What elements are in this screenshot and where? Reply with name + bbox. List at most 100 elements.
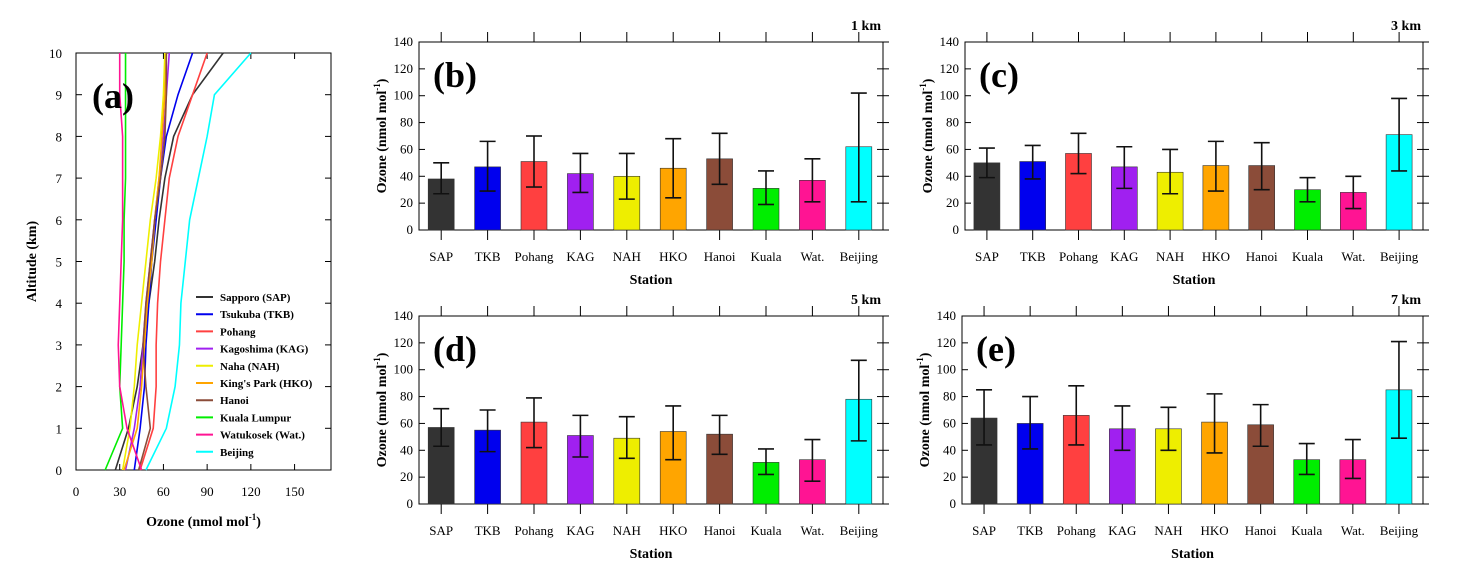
y-axis-label-main: Ozone (nmol mol	[918, 365, 933, 468]
y-axis-label: Ozone (nmol mol-1)	[372, 78, 390, 193]
x-tick-label: 60	[157, 484, 170, 499]
y-tick-label: 0	[407, 222, 414, 237]
x-tick-label: KAG	[1108, 523, 1136, 538]
plot-frame	[961, 315, 1424, 505]
x-tick-label: Wat.	[1341, 249, 1365, 264]
legend-label: Naha (NAH)	[220, 361, 280, 373]
y-tick-label: 20	[400, 469, 413, 484]
y-axis-label-sup: -1	[915, 357, 925, 365]
x-axis-label: Station	[1173, 273, 1216, 288]
x-tick-label: NAH	[1156, 249, 1184, 264]
legend-label: Pohang	[220, 326, 256, 338]
y-tick-label: 9	[56, 88, 63, 103]
y-axis-label: Ozone (nmol mol-1)	[918, 78, 936, 193]
x-tick-label: HKO	[659, 523, 687, 538]
x-tick-label: Hanoi	[704, 249, 736, 264]
y-tick-label: 60	[400, 415, 413, 430]
x-tick-label: 0	[73, 484, 80, 499]
panel-b: 0 20 40 60 80 100 120 140 SAP TKB Pohang KAG NAH HKO H…	[372, 19, 889, 288]
y-axis-label-sup: -1	[372, 357, 382, 365]
profile-line-0	[114, 52, 224, 471]
x-tick-label: Pohang	[1057, 523, 1097, 538]
y-tick-label: 140	[394, 308, 414, 323]
x-tick-label: Beijing	[1380, 523, 1419, 538]
x-tick-label: Wat.	[800, 523, 824, 538]
panel-title: 1 km	[851, 19, 881, 34]
y-tick-label: 7	[56, 171, 63, 186]
panel-title: 3 km	[1391, 19, 1421, 34]
x-tick-label: KAG	[566, 523, 594, 538]
y-tick-label: 1	[56, 421, 63, 436]
y-tick-label: 0	[950, 496, 957, 511]
x-tick-label: HKO	[1200, 523, 1228, 538]
x-tick-label: 150	[285, 484, 305, 499]
y-tick-label: 140	[940, 34, 960, 49]
bar-Pohang	[520, 421, 548, 505]
y-axis-label: Altitude (km)	[25, 221, 40, 303]
panel-label: (d)	[433, 329, 477, 369]
profile-line-7	[104, 53, 127, 471]
panel-title: 7 km	[1391, 293, 1421, 308]
panel-title: 5 km	[851, 293, 881, 308]
x-axis-label: Station	[630, 273, 673, 288]
plot-frame	[964, 41, 1424, 231]
x-tick-label: Beijing	[1380, 249, 1419, 264]
x-tick-label: Pohang	[515, 523, 555, 538]
x-tick-label: Hanoi	[704, 523, 736, 538]
panel-d: 0 20 40 60 80 100 120 140 SAP TKB Pohang KAG NAH HKO H…	[372, 293, 889, 562]
y-tick-label: 4	[56, 296, 63, 311]
x-tick-label: Kuala	[750, 249, 781, 264]
y-tick-label: 80	[946, 115, 959, 130]
y-tick-label: 100	[940, 88, 960, 103]
y-tick-label: 80	[400, 115, 413, 130]
x-axis-label-sup: -1	[249, 512, 257, 522]
y-tick-label: 0	[56, 463, 63, 478]
x-tick-label: SAP	[429, 523, 453, 538]
x-axis-label: Station	[1171, 547, 1214, 562]
x-tick-label: TKB	[475, 249, 501, 264]
y-axis-label-sup: -1	[372, 83, 382, 91]
y-tick-label: 100	[394, 88, 414, 103]
y-tick-label: 0	[953, 222, 960, 237]
profile-line-9	[145, 52, 252, 471]
y-axis-label-end: )	[921, 78, 936, 83]
y-tick-label: 80	[943, 389, 956, 404]
y-tick-label: 80	[400, 389, 413, 404]
y-axis-label-end: )	[918, 352, 933, 357]
x-tick-label: Wat.	[800, 249, 824, 264]
x-tick-label: NAH	[613, 523, 641, 538]
profile-line-8	[117, 53, 143, 471]
y-axis-label-end: )	[375, 78, 390, 83]
legend-label: Tsukuba (TKB)	[220, 309, 294, 321]
y-tick-label: 40	[943, 442, 956, 457]
y-tick-label: 120	[394, 335, 414, 350]
y-tick-label: 20	[946, 195, 959, 210]
x-tick-label: SAP	[975, 249, 999, 264]
x-tick-label: HKO	[659, 249, 687, 264]
y-tick-label: 120	[940, 61, 960, 76]
y-tick-label: 60	[946, 141, 959, 156]
x-tick-label: Kuala	[1291, 523, 1322, 538]
y-tick-label: 100	[394, 362, 414, 377]
profile-line-4	[121, 52, 166, 471]
x-tick-label: 30	[113, 484, 126, 499]
x-tick-label: Pohang	[1059, 249, 1099, 264]
profile-line-6	[137, 53, 168, 471]
x-tick-label: Kuala	[1292, 249, 1323, 264]
y-tick-label: 8	[56, 129, 63, 144]
y-tick-label: 120	[937, 335, 957, 350]
x-axis-label: Station	[630, 547, 673, 562]
y-tick-label: 120	[394, 61, 414, 76]
legend-label: Beijing	[220, 447, 254, 459]
bar-SAP	[973, 162, 1001, 231]
x-axis-label-end: )	[256, 515, 261, 530]
legend-label: Kuala Lumpur	[220, 412, 291, 424]
profile-line-5	[123, 52, 168, 471]
y-tick-label: 140	[937, 308, 957, 323]
x-tick-label: Beijing	[840, 523, 879, 538]
y-tick-label: 60	[400, 141, 413, 156]
legend-label: Sapporo (SAP)	[220, 292, 291, 304]
x-tick-label: Hanoi	[1246, 249, 1278, 264]
x-tick-label: Kuala	[750, 523, 781, 538]
panel-label: (e)	[976, 329, 1016, 369]
